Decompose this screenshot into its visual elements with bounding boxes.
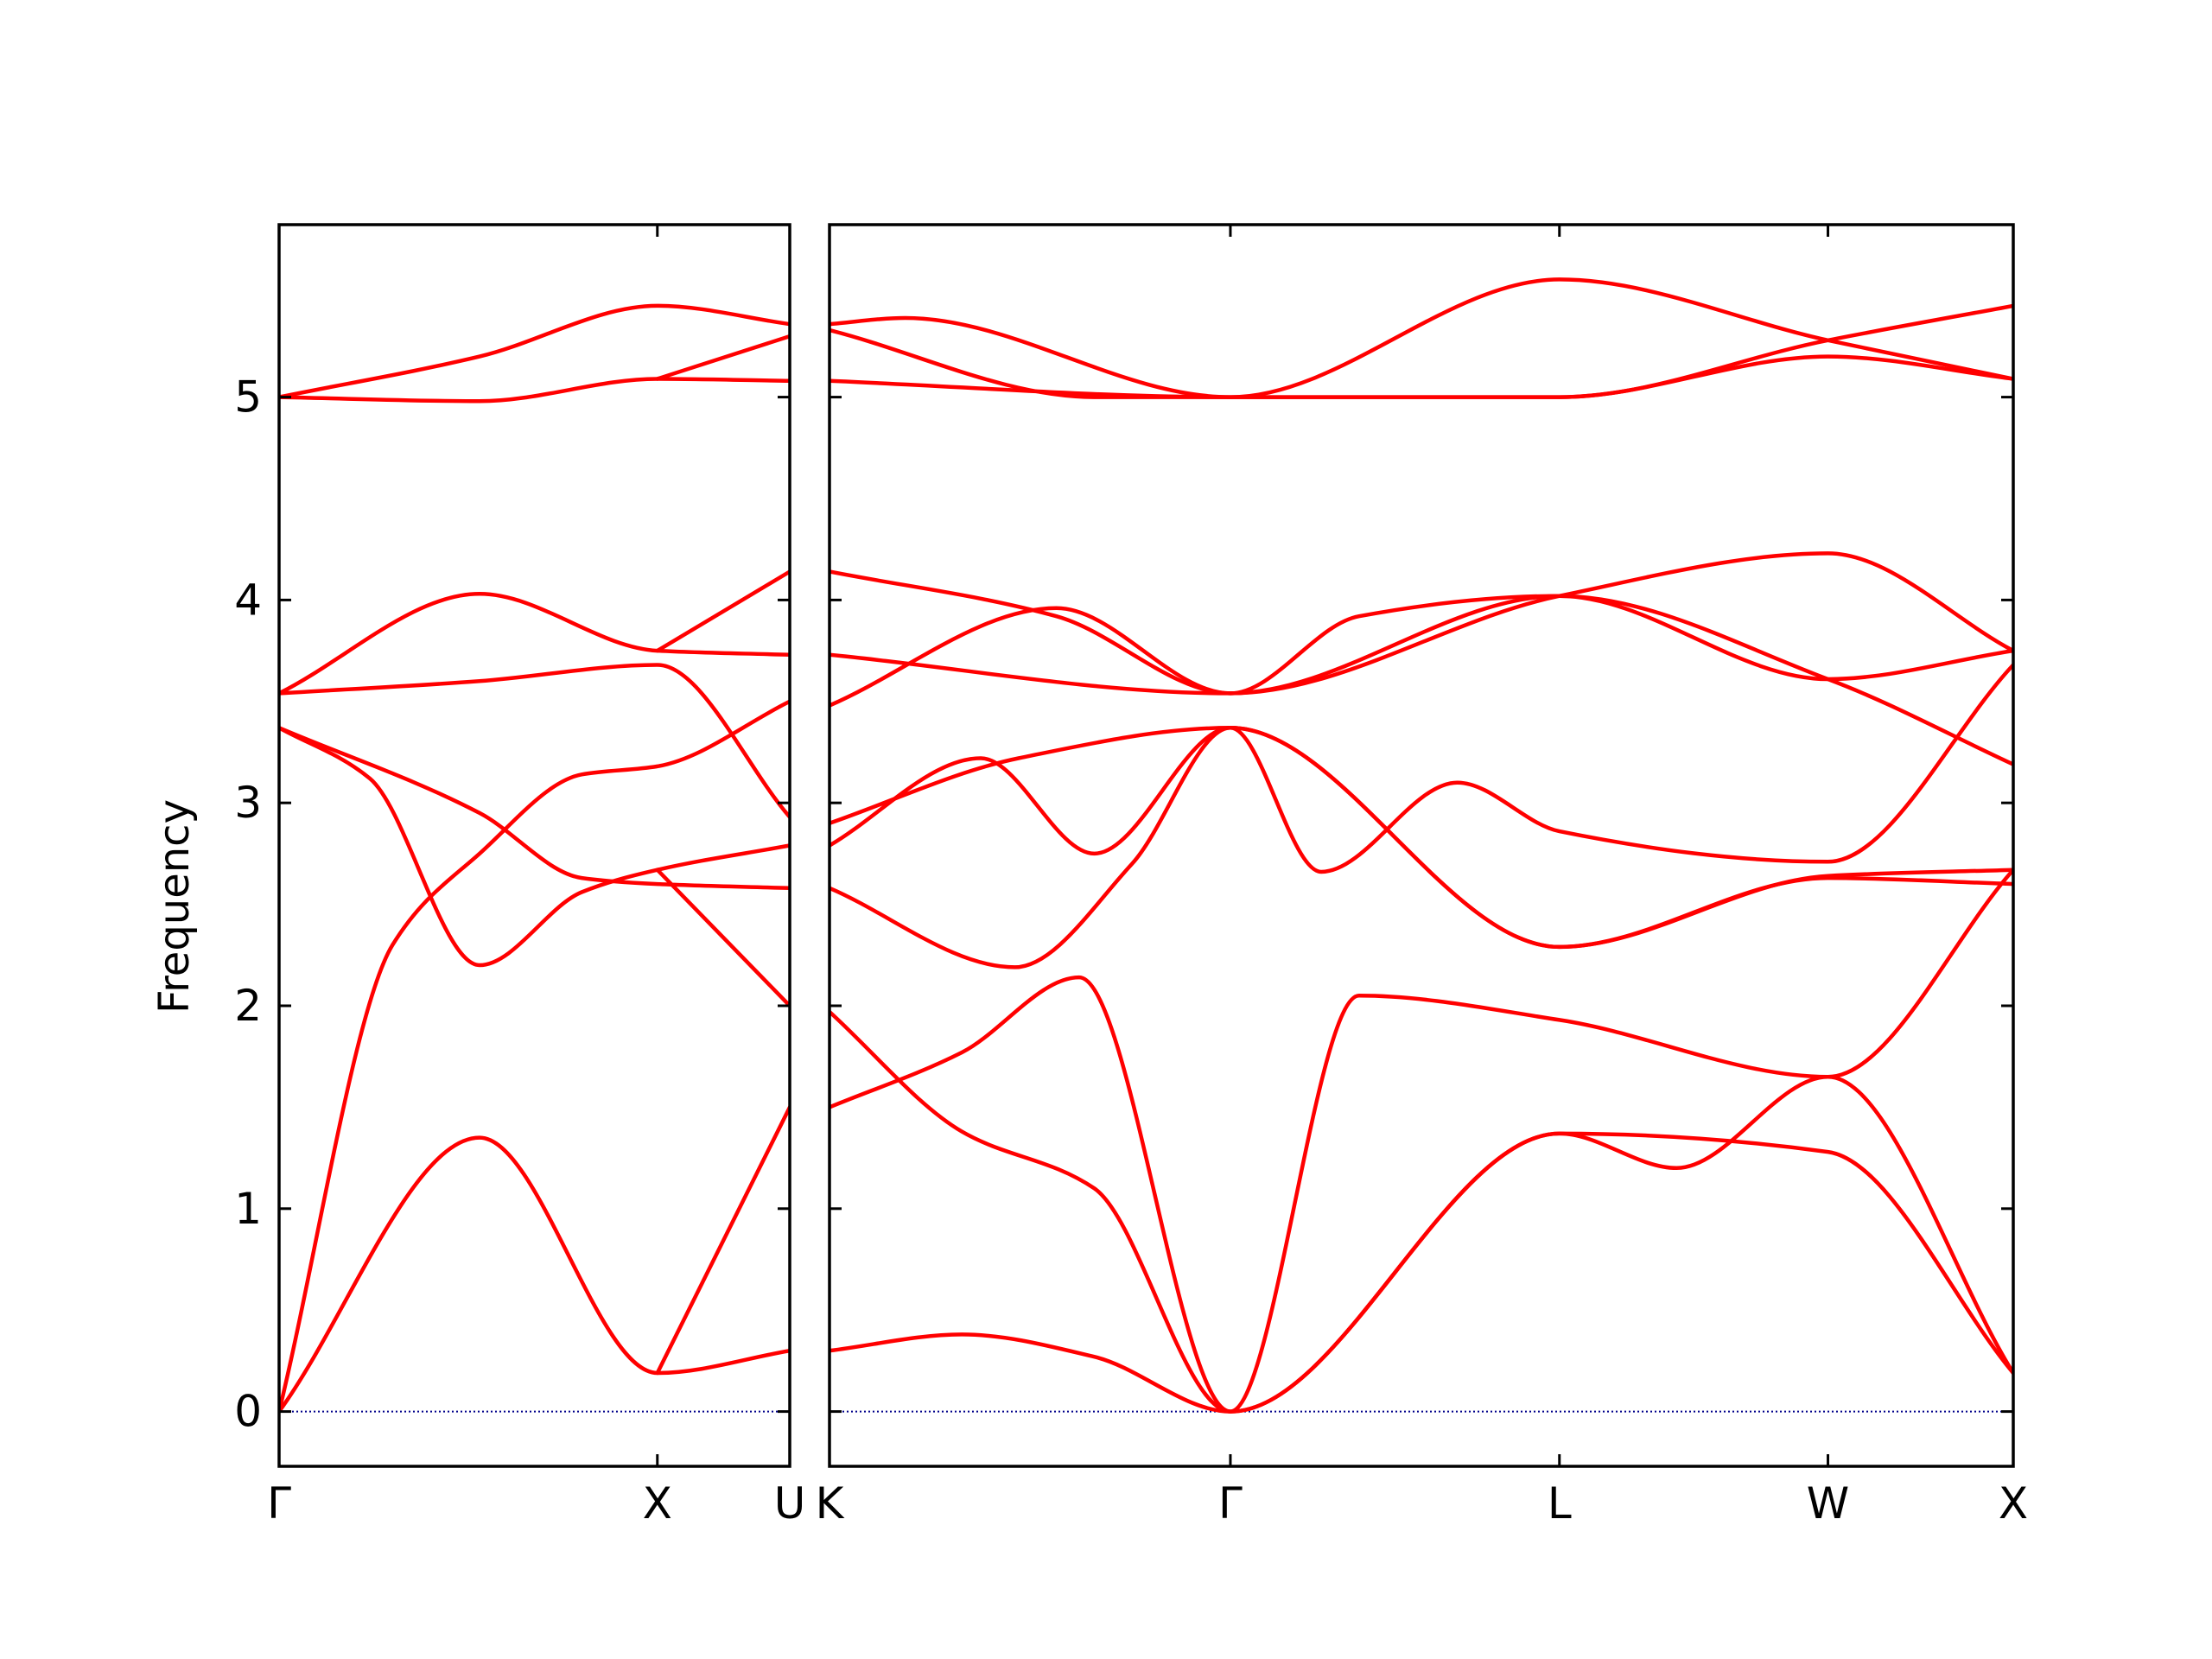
band-line-1 [830, 1134, 2013, 1412]
y-tick-label: 5 [234, 372, 262, 423]
band-line-4 [830, 728, 2013, 967]
y-axis-label: Frequency [150, 799, 199, 1014]
x-tick-label-2: Γ [1218, 1478, 1243, 1529]
x-tick-label-3: L [1548, 1478, 1572, 1529]
x-tick-label-1: Γ [267, 1478, 291, 1529]
plot-frame [830, 225, 2013, 1466]
band-line-10 [830, 357, 2013, 397]
band-line-3 [830, 870, 2013, 1412]
band-line-10 [658, 870, 790, 1006]
x-tick-label-4: W [1807, 1478, 1849, 1529]
band-line-1 [279, 1138, 790, 1412]
band-line-6 [830, 728, 2013, 947]
bands [830, 279, 2013, 1411]
band-line-12 [658, 336, 790, 378]
x-tick-label-3: U [774, 1478, 806, 1529]
band-line-8 [279, 306, 790, 397]
band-line-5 [279, 665, 790, 817]
x-tick-label-1: K [816, 1478, 845, 1529]
band-line-4 [279, 728, 790, 888]
band-line-2 [830, 1012, 2013, 1412]
bands [279, 306, 790, 1412]
band-line-5 [830, 665, 2013, 873]
x-tick-label-5: X [1999, 1478, 2028, 1529]
y-tick-label: 4 [234, 575, 262, 625]
y-tick-label: 3 [234, 778, 262, 828]
y-tick-label: 1 [234, 1184, 262, 1234]
band-line-11 [658, 572, 790, 652]
y-tick-label: 2 [234, 981, 262, 1031]
band-line-2 [279, 702, 790, 1412]
y-tick-label: 0 [234, 1387, 262, 1437]
panel-1: 0 1 2 3 4 5 Γ X U [234, 225, 805, 1529]
x-tick-label-2: X [643, 1478, 672, 1529]
band-line-6 [279, 594, 790, 693]
band-line-9 [658, 1107, 790, 1373]
panels-layer: 0 1 2 3 4 5 Γ X U K Γ L W X [234, 225, 2028, 1529]
